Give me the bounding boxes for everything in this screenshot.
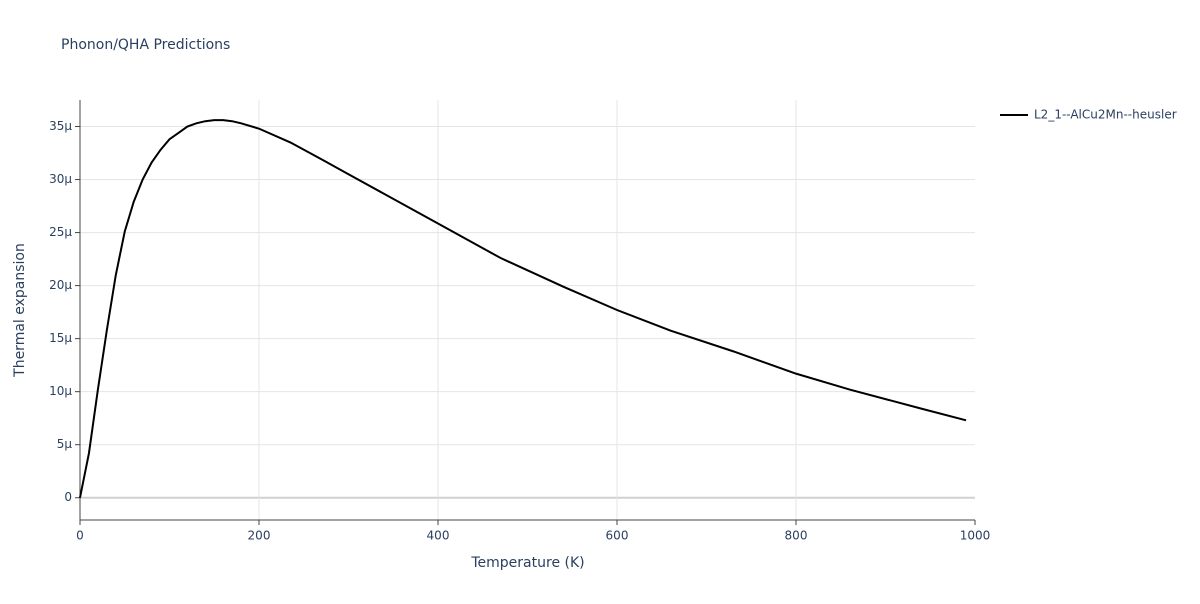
chart-title: Phonon/QHA Predictions	[61, 37, 230, 53]
y-tick-label: 30μ	[49, 172, 72, 186]
x-tick-label: 200	[248, 529, 271, 543]
y-tick-label: 15μ	[49, 331, 72, 345]
x-tick-label: 0	[76, 529, 84, 543]
y-tick-label: 20μ	[49, 278, 72, 292]
x-tick-label: 1000	[960, 529, 991, 543]
series-line	[79, 119, 967, 498]
y-tick-label: 25μ	[49, 225, 72, 239]
y-tick-label: 10μ	[49, 384, 72, 398]
y-tick-label: 5μ	[57, 437, 73, 451]
y-tick-label: 0	[64, 490, 72, 504]
x-tick-label: 800	[785, 529, 808, 543]
x-tick-label: 600	[606, 529, 629, 543]
x-tick-label: 400	[427, 529, 450, 543]
legend-label: L2_1--AlCu2Mn--heusler	[1034, 108, 1177, 122]
y-tick-label: 35μ	[49, 119, 72, 133]
x-axis-title: Temperature (K)	[470, 555, 584, 571]
y-axis-title: Thermal expansion	[12, 243, 28, 378]
